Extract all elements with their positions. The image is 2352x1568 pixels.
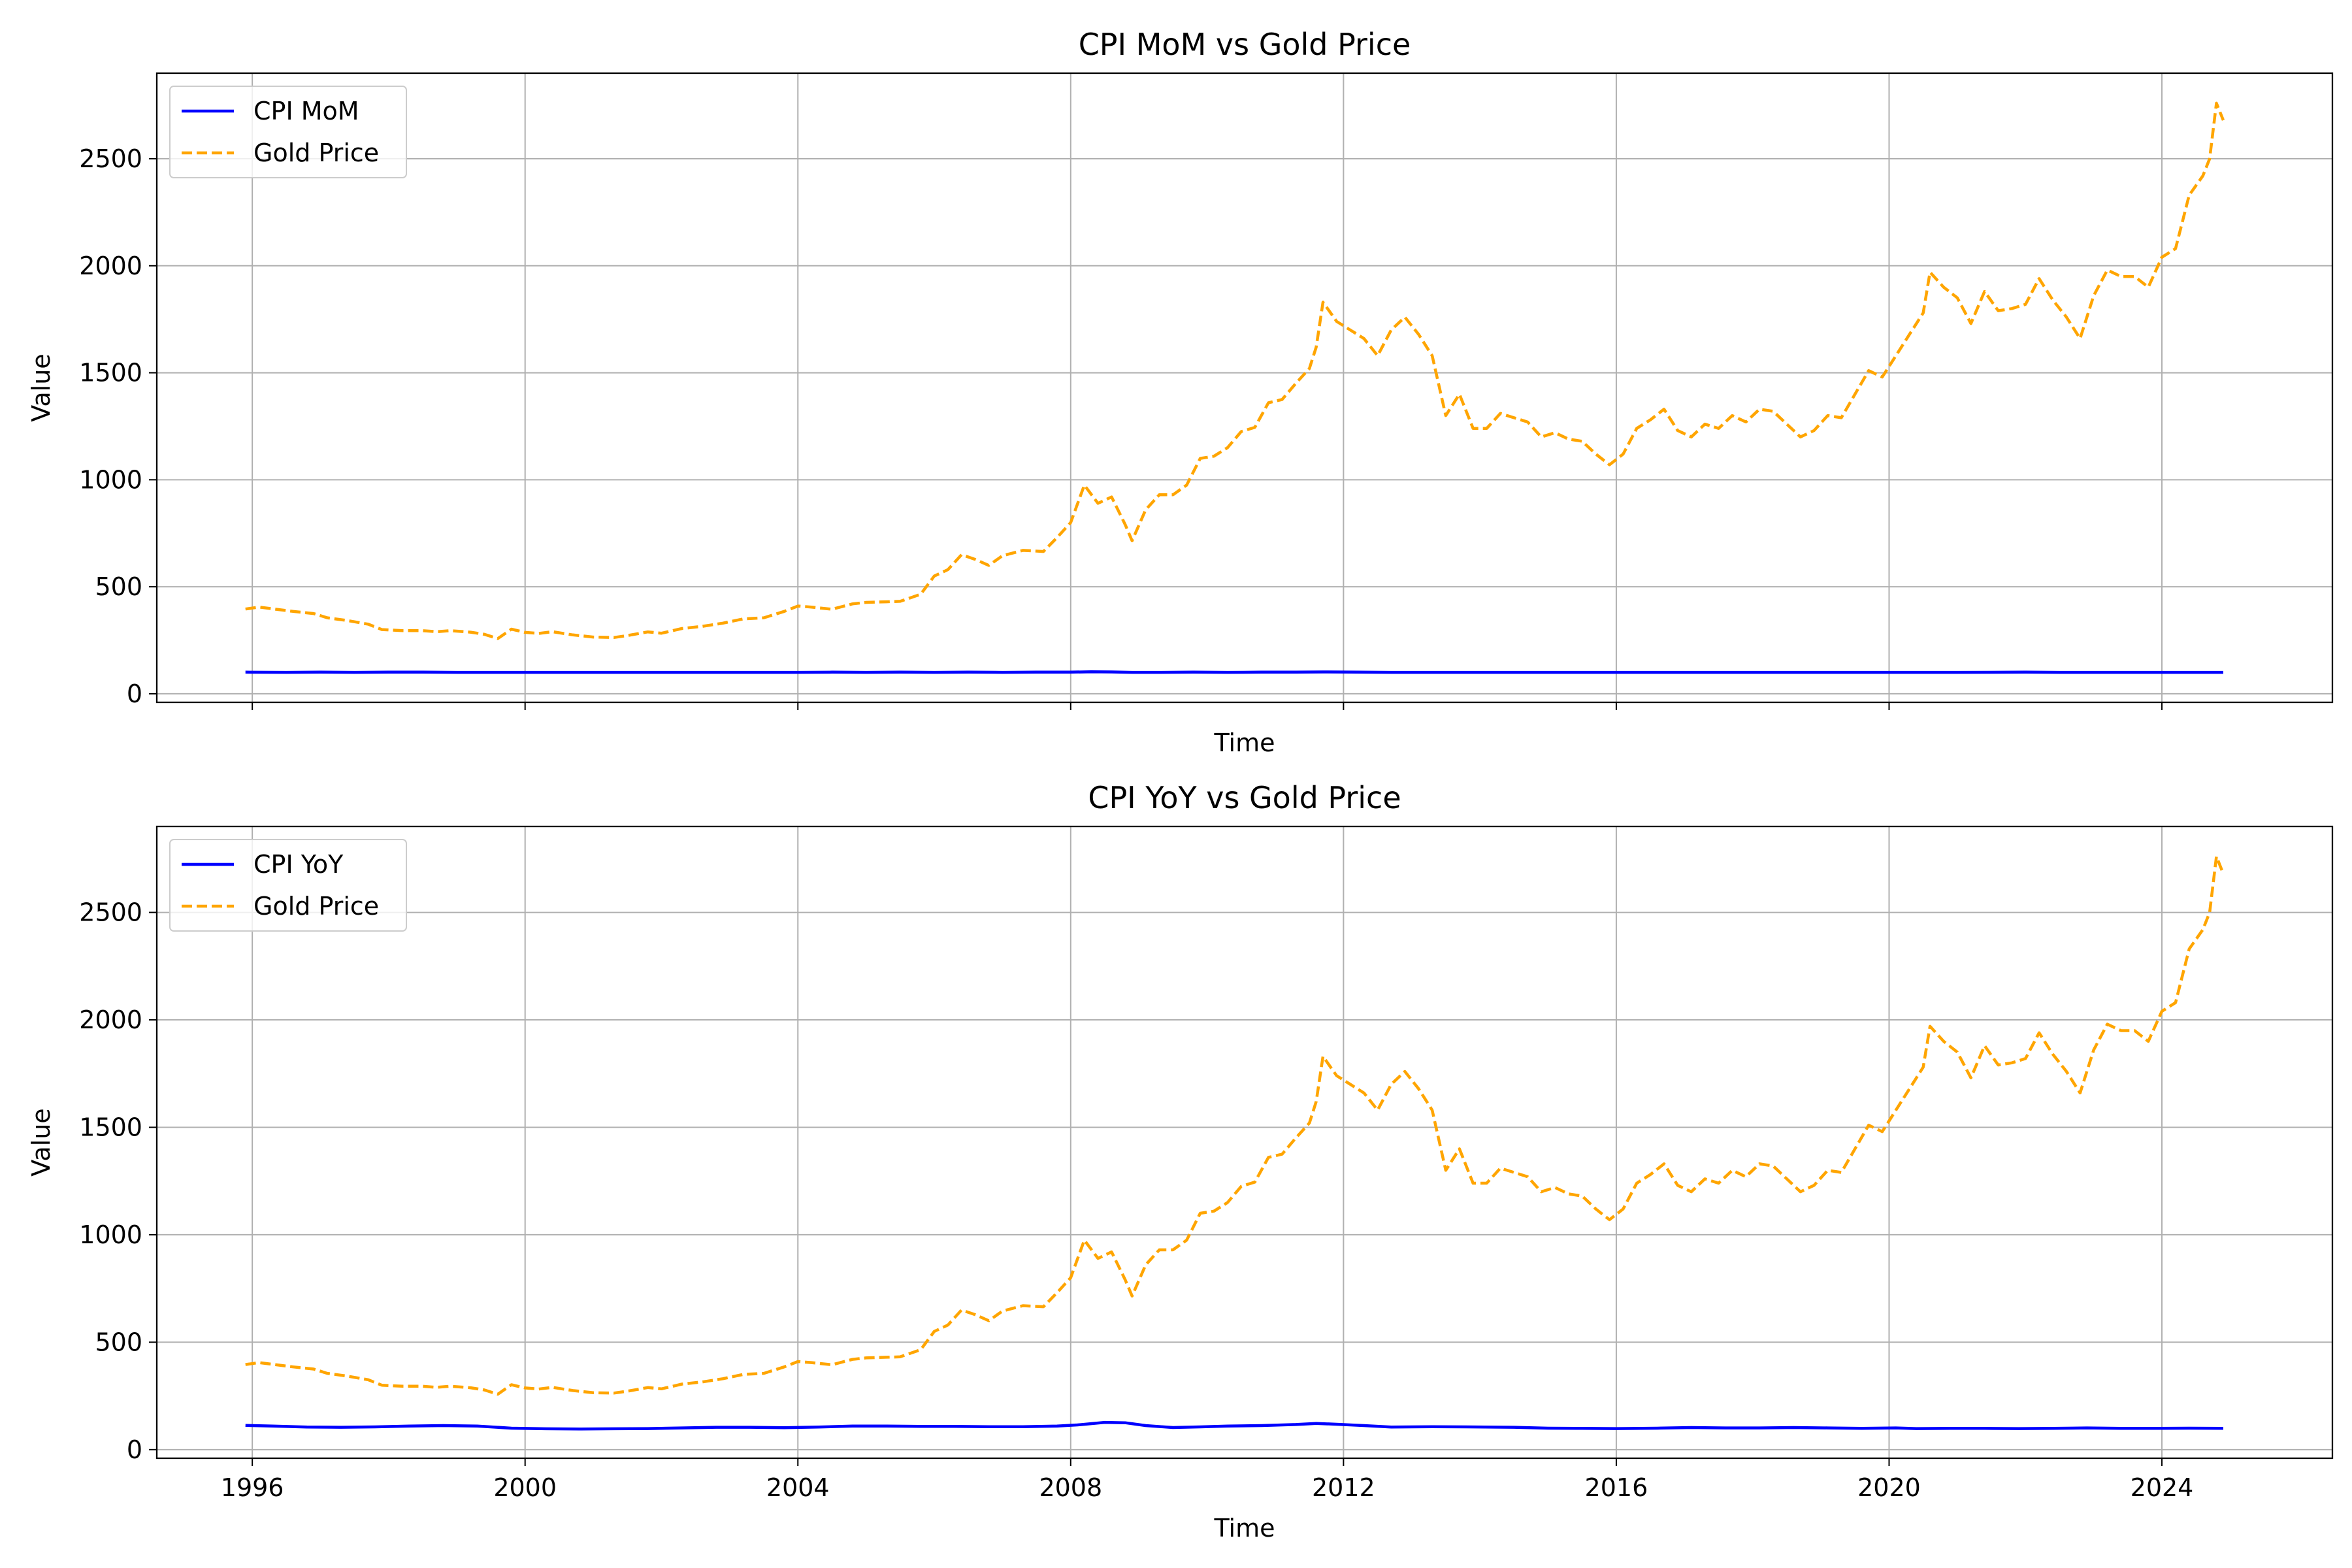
x-tick-label: 2004	[766, 1473, 830, 1502]
legend: CPI MoM Gold Price	[169, 86, 407, 178]
chart-panel-2: 1996 2000 2004 2008 2012 2016 2020 2024 0 500 1000…	[27, 780, 2334, 1543]
legend: CPI YoY Gold Price	[169, 839, 407, 932]
plot-frame	[155, 72, 2334, 704]
y-tick-label: 1500	[79, 1113, 142, 1141]
legend-box	[169, 839, 407, 932]
chart-title: CPI MoM vs Gold Price	[1079, 27, 1411, 62]
x-tick-label: 2016	[1585, 1473, 1648, 1502]
y-axis-label: Value	[27, 353, 56, 421]
series-line-cpi-yoy	[245, 1420, 2224, 1431]
x-axis-label: Time	[1214, 728, 1275, 757]
y-axis-label: Value	[27, 1108, 56, 1176]
plot-frame	[155, 825, 2334, 1460]
y-tick-label: 0	[127, 679, 142, 708]
series-line-gold-price	[245, 101, 2225, 640]
y-tick-label: 1000	[79, 465, 142, 494]
legend-label: Gold Price	[253, 139, 379, 167]
y-tick-label: 2500	[79, 898, 142, 927]
y-tick-label: 2000	[79, 252, 142, 280]
legend-label: CPI YoY	[253, 850, 344, 879]
legend-label: CPI MoM	[253, 97, 359, 125]
y-tick-label: 1000	[79, 1220, 142, 1249]
chart-title: CPI YoY vs Gold Price	[1088, 780, 1401, 815]
y-tick-label: 2000	[79, 1005, 142, 1034]
x-tick-label: 2020	[1857, 1473, 1921, 1502]
chart-panel-1: 0 500 1000 1500 2000 2500 CPI MoM vs Gold Pric…	[27, 27, 2334, 757]
y-tick-label: 2500	[79, 144, 142, 173]
x-tick-label: 1996	[221, 1473, 284, 1502]
y-tick-label: 1500	[79, 359, 142, 387]
legend-label: Gold Price	[253, 892, 379, 921]
x-tick-label: 2008	[1039, 1473, 1102, 1502]
series-line-gold-price	[245, 855, 2225, 1396]
y-tick-label: 0	[127, 1435, 142, 1464]
x-tick-label: 2024	[2131, 1473, 2194, 1502]
y-tick-label: 500	[95, 1328, 142, 1356]
y-tick-label: 500	[95, 572, 142, 601]
legend-box	[169, 86, 407, 178]
x-tick-label: 2012	[1312, 1473, 1375, 1502]
x-axis-label: Time	[1214, 1514, 1275, 1543]
x-tick-label: 2000	[493, 1473, 557, 1502]
